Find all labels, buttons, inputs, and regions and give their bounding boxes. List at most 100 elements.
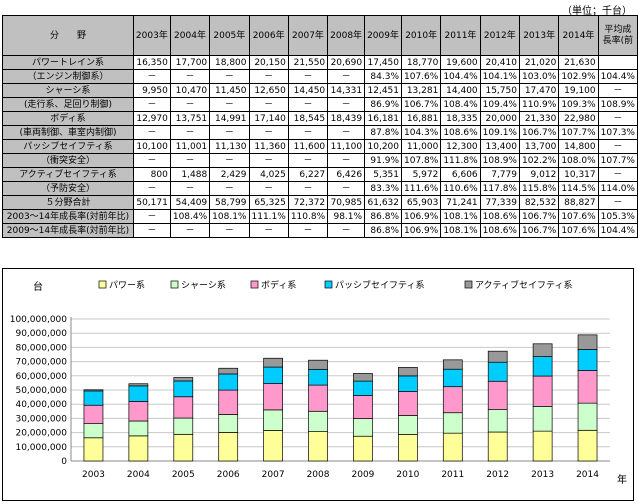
header-year: 2010年 — [400, 15, 442, 56]
y-tick-label: 0 — [61, 457, 67, 467]
cell-value: 50,171 — [132, 195, 171, 210]
cell-growth: 102.2% — [518, 153, 560, 168]
cell-value: 21,550 — [287, 55, 329, 70]
summary-row-label: ５分野合計 — [2, 195, 134, 210]
cell-value: 107.6% — [558, 223, 599, 238]
cell-value: 61,632 — [364, 195, 402, 210]
cell-value: 11,360 — [248, 139, 289, 154]
cell-value: 10,470 — [169, 83, 211, 98]
cell-growth: － — [169, 125, 211, 140]
bar-segment — [577, 429, 598, 462]
legend-label: パワー系 — [109, 280, 145, 291]
legend-swatch — [324, 280, 333, 289]
category-subtitle: (車両制御、車室内制御) — [2, 125, 134, 140]
cell-growth: 107.8% — [400, 153, 442, 168]
cell-growth: － — [169, 97, 211, 112]
cell-value: 70,985 — [327, 195, 366, 210]
cell-growth: － — [132, 97, 171, 112]
cell-avg: － — [597, 83, 638, 98]
cell-value: 18,439 — [327, 111, 366, 126]
x-tick-label: 2007 — [262, 470, 285, 480]
cell-growth: 104.3% — [400, 125, 442, 140]
bar-segment — [83, 389, 104, 392]
cell-value: 6,227 — [287, 167, 329, 182]
cell-growth: － — [209, 97, 250, 112]
cell-growth: － — [209, 69, 250, 84]
bar-segment — [308, 384, 328, 412]
chart-box: 0 10,000,000 20,000,000 30,000,000 40,000,00… — [2, 268, 634, 501]
cell-growth: 114.5% — [558, 181, 599, 196]
cell-value: 18,800 — [209, 55, 250, 70]
cell-value: 10,200 — [364, 139, 402, 154]
cell-value: 9,950 — [132, 83, 171, 98]
bar-segment — [218, 389, 239, 415]
cell-value: 13,700 — [518, 139, 560, 154]
x-tick-label: 2005 — [172, 470, 195, 480]
cell-value: 14,450 — [287, 83, 329, 98]
cell-value: 11,600 — [287, 139, 329, 154]
cell-growth: － — [327, 125, 366, 140]
x-tick-label: 2014 — [576, 470, 599, 480]
stacked-bar-chart: 0 10,000,000 20,000,000 30,000,000 40,000,00… — [10, 279, 627, 486]
cell-growth: － — [132, 181, 171, 196]
cell-avg — [597, 55, 638, 70]
cell-growth: － — [132, 153, 171, 168]
table-row: ５分野合計 50,171 54,409 58,799 65,325 72,372 70,98… — [2, 195, 638, 210]
unit-label: （単位；千台） — [562, 6, 632, 17]
cell-value: 108.1% — [209, 209, 250, 224]
cell-growth: － — [327, 181, 366, 196]
cell-value: 12,650 — [248, 83, 289, 98]
table-row: （衝突安全）－－－－－－ 91.9% 107.8% 111.8% 108.9% 102.2… — [2, 153, 638, 168]
cell-value: 16,350 — [132, 55, 171, 70]
bar-segment — [487, 409, 508, 433]
cell-avg: 114.0% — [597, 181, 638, 196]
cell-growth: 117.8% — [479, 181, 520, 196]
table-row: (走行系、足回り制御) －－－－－－ 86.9% 106.7% 108.4% 109.4%… — [2, 97, 638, 112]
cell-growth: － — [169, 153, 211, 168]
cell-value: 11,100 — [327, 139, 366, 154]
legend-swatch — [170, 280, 179, 289]
cell-growth: 106.7% — [518, 125, 560, 140]
cell-avg: 107.3% — [597, 125, 638, 140]
cell-value: 17,700 — [169, 55, 211, 70]
bar-segment — [308, 359, 328, 370]
header-year: 2011年 — [440, 15, 481, 56]
cell-value: 14,800 — [558, 139, 599, 154]
cell-growth: － — [248, 181, 289, 196]
category-name: パッシブセイフティ系 — [2, 139, 134, 154]
cell-growth: － — [169, 181, 211, 196]
cell-value: － — [248, 223, 289, 238]
cell-growth: 103.0% — [518, 69, 560, 84]
bar-segment — [173, 380, 194, 398]
cell-growth: － — [287, 97, 329, 112]
cell-value: 19,600 — [440, 55, 481, 70]
header-year: 2012年 — [479, 15, 520, 56]
cell-value: 108.6% — [479, 209, 520, 224]
bar-segment — [308, 410, 328, 432]
y-tick-label: 50,000,000 — [15, 386, 67, 396]
bar-segment — [353, 373, 373, 382]
y-tick-label: 30,000,000 — [15, 414, 67, 424]
bar-segment — [128, 385, 149, 402]
header-avg-growth: 平均成長率(前 — [597, 15, 638, 56]
cell-value: 9,012 — [518, 167, 560, 182]
cell-growth: 83.3% — [364, 181, 402, 196]
cell-value: 106.7% — [518, 223, 560, 238]
table-row: パワートレイン系 16,350 17,700 18,800 20,150 21,550 20… — [2, 55, 638, 70]
bar-segment — [218, 432, 239, 462]
cell-value: 21,330 — [518, 111, 560, 126]
cell-value: 5,351 — [364, 167, 402, 182]
summary-row-label: 2009～14年成長率(対前年比) — [2, 223, 134, 238]
bar-segment — [442, 432, 463, 462]
cell-avg: 108.9% — [597, 97, 638, 112]
cell-value: 98.1% — [327, 209, 366, 224]
cell-value: 12,300 — [440, 139, 481, 154]
cell-avg: － — [597, 139, 638, 154]
cell-value: 18,335 — [440, 111, 481, 126]
cell-value: 72,372 — [287, 195, 329, 210]
y-axis-label: 台 — [33, 280, 43, 293]
cell-value: 12,970 — [132, 111, 171, 126]
cell-avg: 104.4% — [597, 69, 638, 84]
y-tick-label: 100,000,000 — [10, 315, 68, 325]
cell-value: 14,991 — [209, 111, 250, 126]
